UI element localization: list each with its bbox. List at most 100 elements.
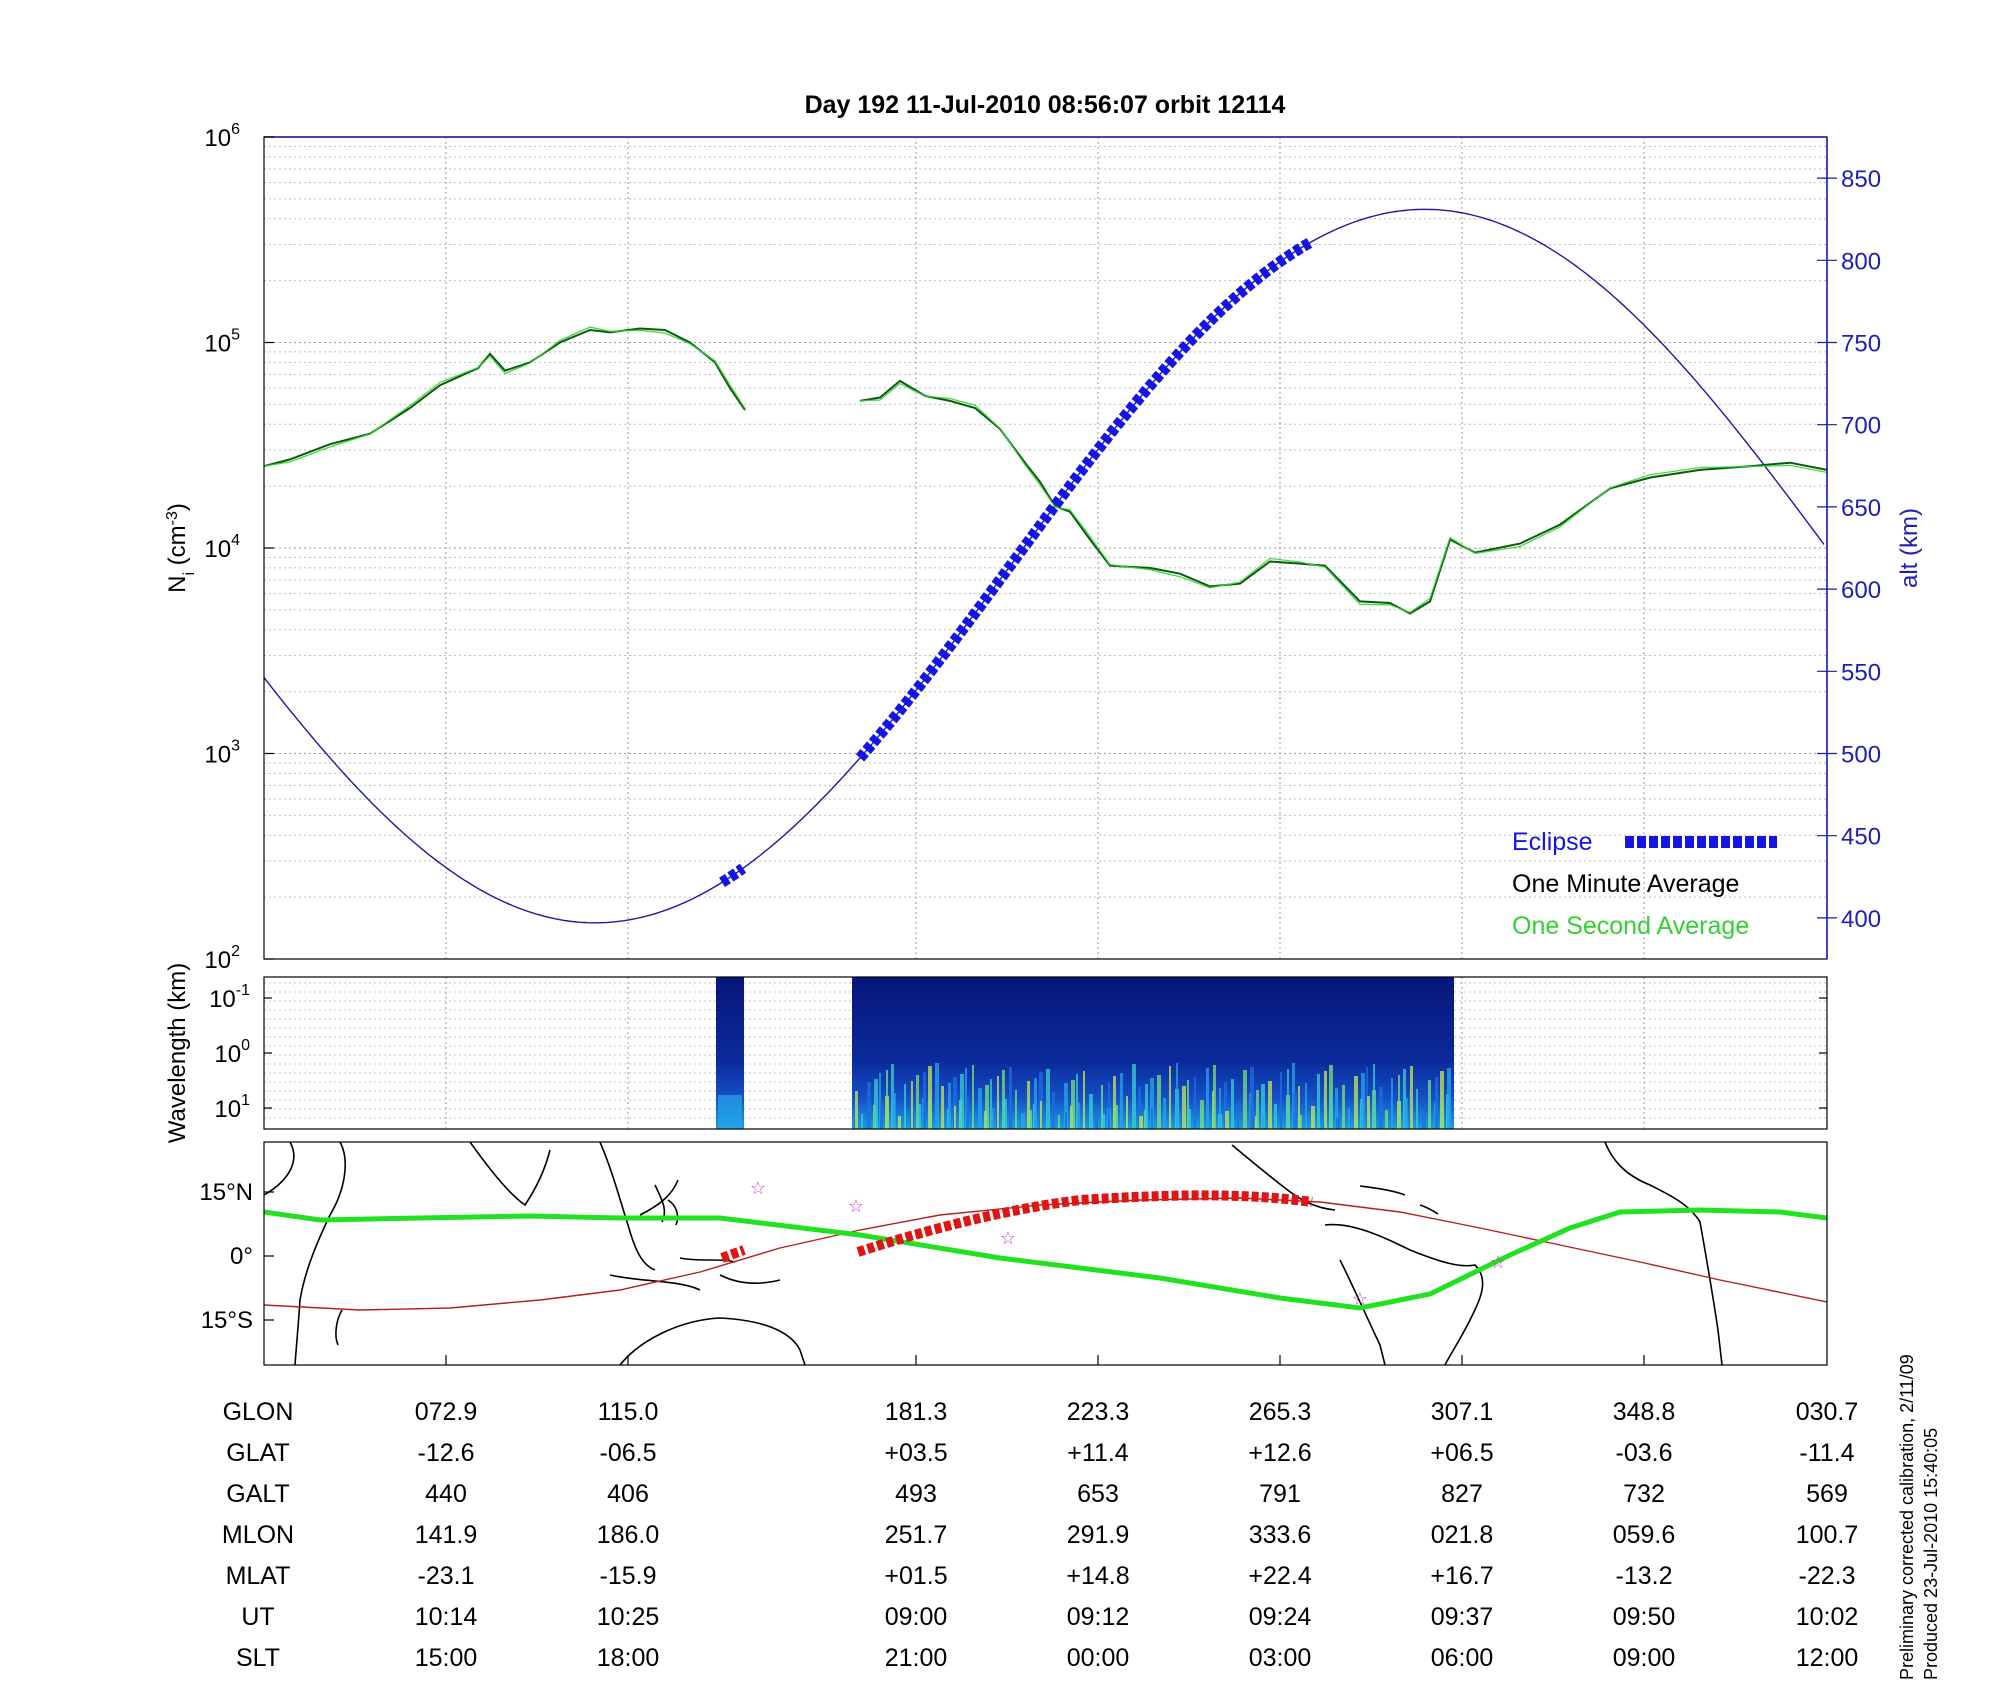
spectrogram-streak — [861, 1114, 863, 1129]
spectrogram-streak — [1157, 1075, 1161, 1129]
lat-tick-0: 0° — [230, 1243, 253, 1270]
table-cell: 030.7 — [1796, 1398, 1859, 1426]
left-tick-label: 104 — [204, 532, 240, 563]
table-cell: +14.8 — [1066, 1562, 1129, 1590]
eclipse-marker-segment-2 — [855, 237, 1313, 762]
spectrogram-tick-label: 10-1 — [209, 982, 250, 1013]
spectrogram-streak — [1187, 1080, 1189, 1129]
one-second-line-segment-1 — [264, 326, 746, 467]
spectrogram-streak — [880, 1102, 883, 1129]
spectrogram-streak — [718, 1095, 742, 1129]
spectrogram-streak — [1071, 1080, 1075, 1129]
spectrogram-streak — [1274, 1104, 1277, 1129]
map-star: ☆ — [1490, 1252, 1506, 1272]
spectrogram-streak — [879, 1073, 881, 1129]
spectrogram-streak — [1095, 1117, 1098, 1129]
spectrogram-streak — [1188, 1109, 1191, 1129]
spectrogram-streak — [904, 1084, 906, 1129]
spectrogram-streak — [941, 1086, 944, 1129]
table-cell: 072.9 — [415, 1398, 478, 1426]
spectrogram-streak — [990, 1079, 992, 1129]
table-cell: 440 — [425, 1480, 467, 1508]
table-cell: 291.9 — [1067, 1521, 1130, 1549]
table-row-label: SLT — [236, 1644, 280, 1672]
spectrogram-streak — [1077, 1103, 1080, 1129]
table-cell: +03.5 — [884, 1439, 947, 1467]
spectrogram-streak — [1268, 1081, 1272, 1129]
footer-produced: Produced 23-Jul-2010 15:40:05 — [1921, 1428, 1941, 1680]
spectrogram-streak — [1398, 1075, 1400, 1129]
footer-calibration: Preliminary corrected calibration, 2/11/… — [1897, 1354, 1917, 1680]
table-cell: +06.5 — [1430, 1439, 1493, 1467]
table-cell: 10:02 — [1796, 1603, 1859, 1631]
spectrogram-streak — [1422, 1112, 1426, 1129]
spectrogram-streak — [1261, 1084, 1265, 1129]
spectrogram-streak — [1250, 1067, 1254, 1129]
spectrogram-streak — [1139, 1116, 1143, 1129]
left-tick-label: 103 — [204, 738, 240, 769]
density-grid — [264, 137, 1827, 960]
table-cell: 493 — [895, 1480, 937, 1508]
spectrogram-streak — [1317, 1074, 1320, 1129]
spectrogram-streak — [935, 1063, 939, 1129]
table-cell: 141.9 — [415, 1521, 478, 1549]
spectrogram-streak — [1108, 1082, 1110, 1129]
spectrogram-streak — [1101, 1085, 1103, 1129]
coastline-central-america — [1231, 1144, 1336, 1211]
table-cell: 569 — [1806, 1480, 1848, 1508]
table-cell: -23.1 — [418, 1562, 475, 1590]
table-cell: 059.6 — [1613, 1521, 1676, 1549]
spectrogram-streak — [1324, 1071, 1327, 1129]
table-cell: 827 — [1441, 1480, 1483, 1508]
spectrogram-streak — [886, 1070, 888, 1129]
spectrogram-streak — [867, 1082, 871, 1129]
spectrogram-streak — [1194, 1077, 1196, 1129]
right-tick-label: 550 — [1841, 659, 1881, 686]
spectrogram-streak — [978, 1088, 982, 1129]
table-row-label: MLON — [222, 1521, 294, 1549]
spectrogram-streak — [985, 1085, 989, 1129]
table-cell: -12.6 — [418, 1439, 475, 1467]
table-cell: 100.7 — [1796, 1521, 1859, 1549]
track-eclipse-segment-2 — [856, 1190, 1313, 1257]
spectrogram-streak — [1361, 1073, 1365, 1129]
spectrogram-axis-label: Wavelength (km) — [164, 963, 191, 1144]
table-cell: 223.3 — [1067, 1398, 1130, 1426]
spectrogram-streak — [1114, 1105, 1118, 1129]
spectrogram-streak — [1298, 1086, 1300, 1129]
spectrogram-streak — [1120, 1073, 1123, 1129]
spectrogram-streak — [1034, 1078, 1037, 1129]
spectrogram-streak — [1169, 1066, 1171, 1129]
spectrogram-streak — [1447, 1068, 1451, 1129]
spectrogram-streak — [923, 1072, 926, 1129]
table-cell: 09:50 — [1613, 1603, 1676, 1631]
table-cell: 265.3 — [1249, 1398, 1312, 1426]
spectrogram-streak — [1028, 1110, 1032, 1129]
legend-one-second-label: One Second Average — [1512, 912, 1749, 940]
spectrogram-streak — [1373, 1064, 1375, 1129]
spectrogram-streak — [1126, 1096, 1128, 1129]
spectrogram-streak — [916, 1075, 919, 1129]
spectrogram-streak — [1287, 1069, 1289, 1129]
table-cell: 15:00 — [415, 1644, 478, 1672]
ephemeris-table: GLON 072.9 115.0 181.3 223.3 265.3 307.1 348.8 0… — [222, 1398, 1858, 1672]
table-cell: 06:00 — [1431, 1644, 1494, 1672]
left-tick-label: 106 — [204, 121, 240, 152]
spectrogram-streak — [929, 1095, 931, 1129]
spectrogram-streak — [1083, 1071, 1085, 1129]
spectrogram-streak — [1219, 1088, 1221, 1129]
spectrogram-streak — [948, 1083, 951, 1129]
table-cell: +12.6 — [1248, 1439, 1311, 1467]
table-cell: 732 — [1623, 1480, 1665, 1508]
coastline-australia — [619, 1317, 806, 1365]
right-tick-label: 800 — [1841, 248, 1881, 275]
table-cell: 00:00 — [1067, 1644, 1130, 1672]
spectrogram-streak — [1342, 1085, 1345, 1129]
right-axis-ticks: 400 450 500 550 600 650 700 750 800 850 — [1817, 166, 1881, 933]
spectrogram-tick-label: 100 — [214, 1037, 250, 1068]
right-tick-label: 700 — [1841, 413, 1881, 440]
spectrogram-streak — [1231, 1079, 1234, 1129]
spectrogram-streak — [911, 1081, 913, 1129]
spectrogram-streak — [991, 1108, 994, 1129]
